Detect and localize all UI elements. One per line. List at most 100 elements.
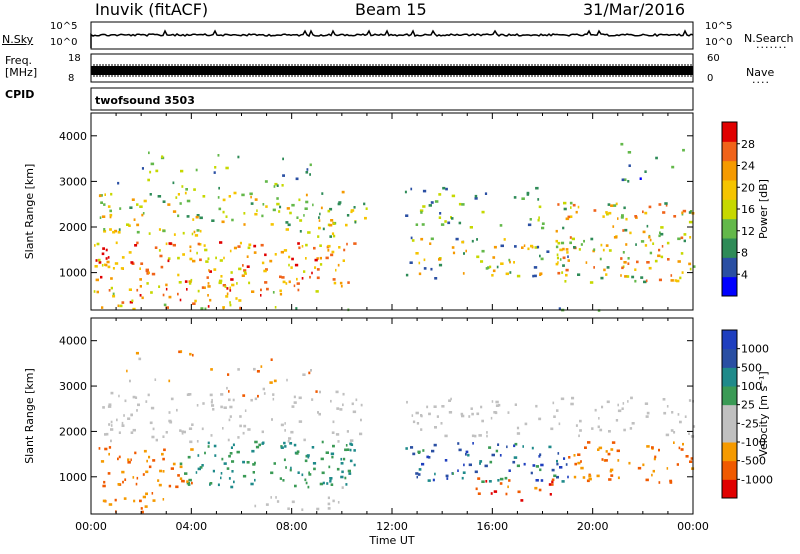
data-cell	[499, 454, 502, 457]
colorbar-segment	[722, 122, 737, 142]
data-cell	[217, 483, 220, 487]
data-cell	[353, 242, 357, 245]
data-cell	[228, 390, 230, 393]
data-cell	[609, 469, 612, 473]
data-cell	[276, 500, 280, 503]
data-cell	[229, 289, 232, 292]
data-cell	[212, 408, 215, 411]
colorbar-tick-label: 12	[741, 225, 755, 238]
data-cell	[612, 204, 617, 207]
data-cell	[319, 256, 322, 260]
data-cell	[465, 249, 467, 253]
data-cell	[499, 482, 503, 485]
data-cell	[427, 456, 431, 459]
data-cell	[288, 263, 290, 267]
data-cell	[444, 220, 447, 223]
data-cell	[129, 206, 133, 209]
data-cell	[440, 223, 445, 226]
data-cell	[317, 235, 320, 238]
data-cell	[598, 446, 603, 450]
data-cell	[629, 427, 633, 430]
data-cell	[329, 477, 333, 480]
data-cell	[628, 164, 631, 167]
data-cell	[133, 499, 136, 503]
data-cell	[165, 306, 169, 309]
data-cell	[283, 249, 288, 252]
colorbar-segment	[722, 442, 737, 462]
data-cell	[434, 200, 439, 203]
data-cell	[204, 451, 206, 455]
data-cell	[159, 254, 163, 258]
data-cell	[298, 396, 302, 400]
data-cell	[285, 466, 287, 469]
data-cell	[184, 472, 188, 475]
data-cell	[282, 157, 284, 161]
colorbar-tick-label: 16	[741, 203, 755, 216]
data-cell	[343, 248, 346, 252]
data-cell	[429, 242, 432, 245]
data-cell	[438, 263, 443, 267]
data-cell	[658, 481, 661, 484]
data-cell	[272, 208, 276, 212]
data-cell	[626, 275, 630, 278]
data-cell	[263, 269, 267, 273]
data-cell	[488, 480, 492, 483]
data-cell	[230, 485, 234, 489]
data-cell	[590, 237, 594, 241]
y-tick-label: 2000	[59, 425, 87, 438]
data-cell	[646, 224, 649, 228]
data-cell	[491, 274, 494, 277]
data-cell	[192, 218, 195, 221]
data-cell	[651, 446, 654, 449]
data-cell	[170, 467, 174, 470]
data-cell	[147, 393, 150, 397]
data-cell	[107, 205, 111, 208]
data-cell	[110, 286, 113, 290]
data-cell	[127, 458, 130, 461]
data-cell	[242, 264, 244, 267]
data-cell	[570, 402, 574, 406]
data-cell	[199, 466, 203, 469]
data-cell	[169, 420, 173, 424]
data-cell	[491, 400, 494, 403]
data-cell	[226, 287, 229, 290]
data-cell	[289, 211, 292, 215]
data-cell	[154, 378, 157, 381]
data-cell	[555, 239, 558, 243]
data-cell	[308, 371, 311, 375]
data-cell	[335, 390, 339, 394]
data-cell	[115, 241, 118, 245]
data-cell	[524, 422, 528, 426]
data-cell	[567, 255, 569, 258]
data-cell	[147, 178, 150, 182]
data-cell	[136, 230, 140, 234]
power-panel	[90, 112, 740, 312]
data-cell	[601, 458, 604, 461]
data-cell	[666, 241, 670, 245]
y-tick-label: 3000	[59, 175, 87, 188]
data-cell	[172, 462, 176, 466]
data-cell	[255, 445, 260, 449]
data-cell	[327, 209, 331, 213]
data-cell	[265, 503, 269, 506]
data-cell	[540, 479, 544, 482]
data-cell	[342, 392, 345, 396]
data-cell	[337, 202, 341, 206]
data-cell	[239, 424, 242, 428]
data-cell	[505, 272, 509, 276]
data-cell	[261, 430, 264, 434]
data-cell	[109, 215, 112, 219]
data-cell	[226, 386, 228, 390]
data-cell	[434, 277, 438, 280]
data-cell	[587, 441, 591, 444]
data-cell	[265, 268, 268, 271]
data-cell	[301, 245, 304, 248]
data-cell	[218, 279, 223, 283]
data-cell	[162, 498, 165, 501]
y-axis-label: Slant Range [km]	[23, 164, 36, 260]
data-cell	[621, 178, 625, 182]
data-cell	[94, 244, 96, 247]
data-cell	[178, 350, 182, 354]
data-cell	[107, 405, 112, 408]
